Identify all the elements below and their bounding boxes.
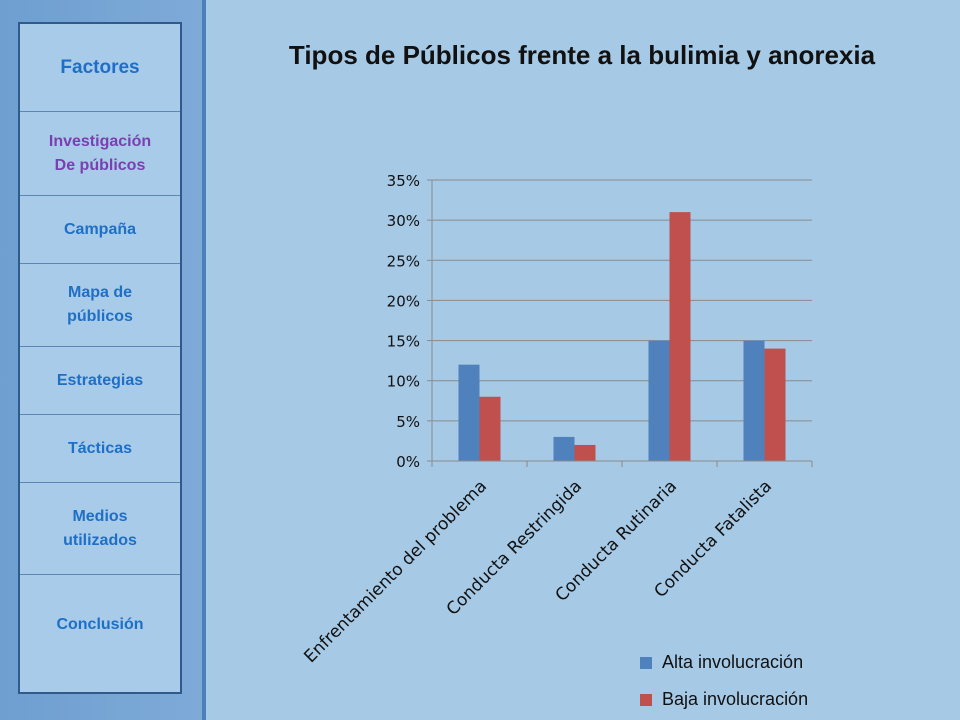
bar-baja	[479, 396, 501, 461]
y-tick-label: 30%	[387, 212, 420, 230]
nav-item-label: Investigación De públicos	[48, 132, 152, 174]
nav-item-label: Tácticas	[67, 439, 133, 457]
y-tick-label: 10%	[387, 373, 420, 391]
nav-item-label: Conclusión	[56, 616, 144, 633]
y-tick-label: 15%	[387, 333, 420, 351]
nav-item-medios-utilizados[interactable]: Medios utilizados	[20, 483, 180, 575]
legend-label-alta: Alta involucración	[662, 652, 804, 672]
y-tick-label: 5%	[396, 413, 420, 431]
nav-item-conclusion[interactable]: Conclusión	[20, 575, 180, 675]
legend-item-baja: Baja involucración	[640, 689, 808, 710]
legend-item-alta: Alta involucración	[640, 652, 803, 673]
chart-title: Tipos de Públicos frente a la bulimia y …	[288, 40, 876, 70]
nav-item-label: Medios utilizados	[63, 507, 137, 549]
y-tick-label: 35%	[387, 172, 420, 190]
navigation-panel: Factores Investigación De públicos Campa…	[18, 22, 182, 694]
legend-swatch-alta	[640, 656, 652, 669]
bar-alta	[458, 364, 480, 461]
bar-baja	[574, 444, 596, 461]
nav-item-label: Factores	[60, 56, 140, 78]
nav-item-tacticas[interactable]: Tácticas	[20, 415, 180, 483]
y-tick-label: 0%	[396, 453, 420, 471]
bar-baja	[764, 348, 786, 461]
bar-baja	[669, 212, 691, 461]
nav-item-label: Mapa de públicos	[67, 284, 133, 325]
bar-alta	[743, 340, 765, 461]
nav-item-investigacion[interactable]: Investigación De públicos	[20, 112, 180, 196]
nav-item-campana[interactable]: Campaña	[20, 196, 180, 264]
legend-label-baja: Baja involucración	[662, 689, 809, 709]
nav-item-estrategias[interactable]: Estrategias	[20, 347, 180, 415]
nav-item-factores[interactable]: Factores	[20, 24, 180, 112]
nav-item-label: Estrategias	[56, 371, 144, 389]
nav-item-mapa-de-publicos[interactable]: Mapa de públicos	[20, 264, 180, 347]
legend-swatch-baja	[640, 693, 652, 706]
y-tick-label: 25%	[387, 252, 420, 270]
bar-alta	[648, 340, 670, 461]
bar-alta	[553, 436, 575, 461]
x-category-label: Enfrentamiento del problema	[300, 476, 491, 667]
nav-item-label: Campaña	[63, 220, 137, 238]
y-tick-label: 20%	[387, 292, 420, 310]
